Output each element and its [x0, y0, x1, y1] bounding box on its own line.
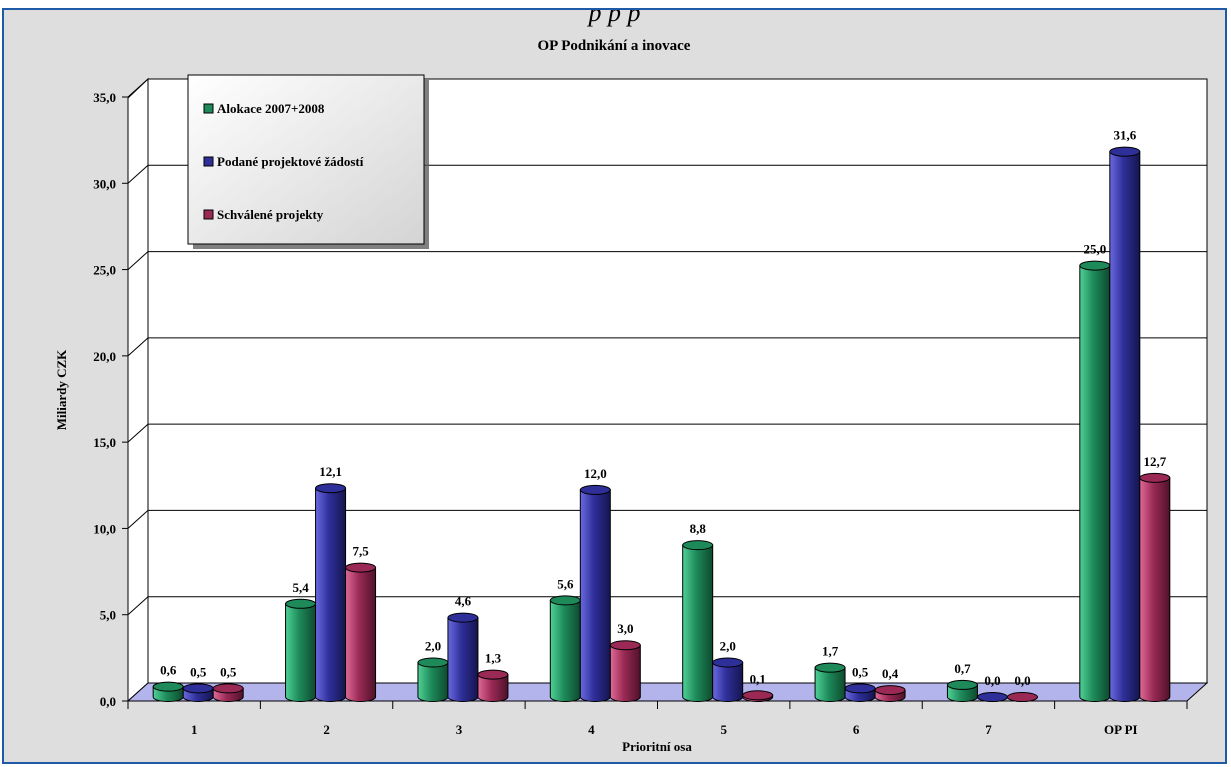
bar	[212, 683, 244, 702]
data-label: 0,0	[1014, 673, 1030, 688]
bar	[1109, 146, 1141, 702]
bar	[682, 540, 714, 702]
data-label: 12,1	[319, 464, 342, 479]
x-tick-label: 7	[985, 722, 992, 737]
data-label: 4,6	[455, 594, 472, 609]
bar	[609, 640, 641, 702]
data-label: 0,4	[882, 666, 899, 681]
data-label: 0,7	[954, 661, 971, 676]
data-label: 5,4	[292, 580, 309, 595]
bar	[417, 657, 449, 702]
data-label: 2,0	[720, 638, 736, 653]
y-tick-label: 25,0	[93, 263, 116, 278]
bar	[946, 679, 978, 702]
bar	[874, 685, 906, 702]
y-tick-label: 20,0	[93, 349, 116, 364]
data-label: 25,0	[1083, 242, 1106, 257]
bar	[1006, 692, 1038, 702]
legend-swatch	[203, 209, 214, 220]
data-label: 0,5	[190, 664, 207, 679]
chart-svg: OP Podnikání a inovace 0,05,010,015,020,…	[54, 38, 1209, 754]
y-tick-label: 10,0	[93, 521, 116, 536]
data-label: 31,6	[1113, 128, 1136, 143]
x-tick-label: 1	[191, 722, 198, 737]
bars: 0,6 5,4 2,0 5,6 8,8 1,7 0,7 25,0 0,5 12,1 4,6 12,0 2…	[152, 128, 1171, 702]
y-tick-label: 15,0	[93, 435, 116, 450]
bar	[1139, 472, 1171, 702]
data-label: 0,5	[220, 664, 237, 679]
bar	[345, 562, 377, 702]
bar	[182, 683, 214, 702]
x-tick-label: 4	[588, 722, 595, 737]
data-label: 0,6	[160, 663, 177, 678]
x-tick-label: 6	[853, 722, 860, 737]
bar	[285, 598, 317, 702]
plot-side-wall	[127, 77, 149, 703]
x-tick-label: 3	[456, 722, 463, 737]
data-label: 0,1	[750, 671, 766, 686]
bar	[976, 692, 1008, 702]
data-label: 12,7	[1143, 454, 1166, 469]
data-label: 0,5	[852, 664, 869, 679]
legend-label: Schválené projekty	[217, 207, 324, 222]
legend-label: Podané projektové žádostí	[217, 154, 364, 169]
legend-swatch	[203, 156, 214, 167]
y-tick-label: 0,0	[100, 694, 116, 709]
data-label: 1,7	[822, 644, 839, 659]
legend-swatch	[203, 103, 214, 114]
data-label: 5,6	[557, 576, 574, 591]
bar	[1079, 260, 1111, 702]
bar	[315, 483, 347, 702]
legend-label: Alokace 2007+2008	[217, 101, 325, 116]
bar	[742, 690, 774, 702]
chart-title: OP Podnikání a inovace	[538, 38, 691, 54]
data-label: 0,0	[984, 673, 1000, 688]
data-label: 1,3	[485, 651, 502, 666]
x-tick-label: 2	[323, 722, 330, 737]
data-label: 8,8	[690, 521, 707, 536]
x-tick-label: 5	[720, 722, 727, 737]
data-label: 7,5	[352, 544, 369, 559]
bar	[549, 595, 581, 702]
data-label: 3,0	[617, 621, 633, 636]
data-label: 12,0	[584, 466, 607, 481]
y-axis-title: Miliardy CZK	[54, 349, 69, 430]
bar	[844, 683, 876, 702]
x-axis-title: Prioritní osa	[622, 739, 692, 754]
x-axis: 1 2 3 4 5 6 7 OP PI	[127, 701, 1188, 737]
bar	[579, 484, 611, 702]
bar	[152, 681, 184, 702]
bar	[814, 662, 846, 702]
data-label: 2,0	[425, 638, 441, 653]
y-axis: 0,0 5,0 10,0 15,0 20,0 25,0 30,0 35,0	[93, 90, 129, 709]
y-tick-label: 35,0	[93, 90, 116, 105]
legend: Alokace 2007+2008 Podané projektové žádos…	[187, 74, 429, 249]
x-tick-label: OP PI	[1104, 722, 1138, 737]
bar	[447, 612, 479, 702]
page-title: p p p	[588, 8, 641, 27]
bar	[477, 669, 509, 702]
y-tick-label: 30,0	[93, 176, 116, 191]
y-tick-label: 5,0	[100, 608, 116, 623]
bar	[712, 657, 744, 702]
gridlines	[127, 78, 1207, 616]
chart-frame: p p p OP Podnikání	[2, 8, 1227, 764]
